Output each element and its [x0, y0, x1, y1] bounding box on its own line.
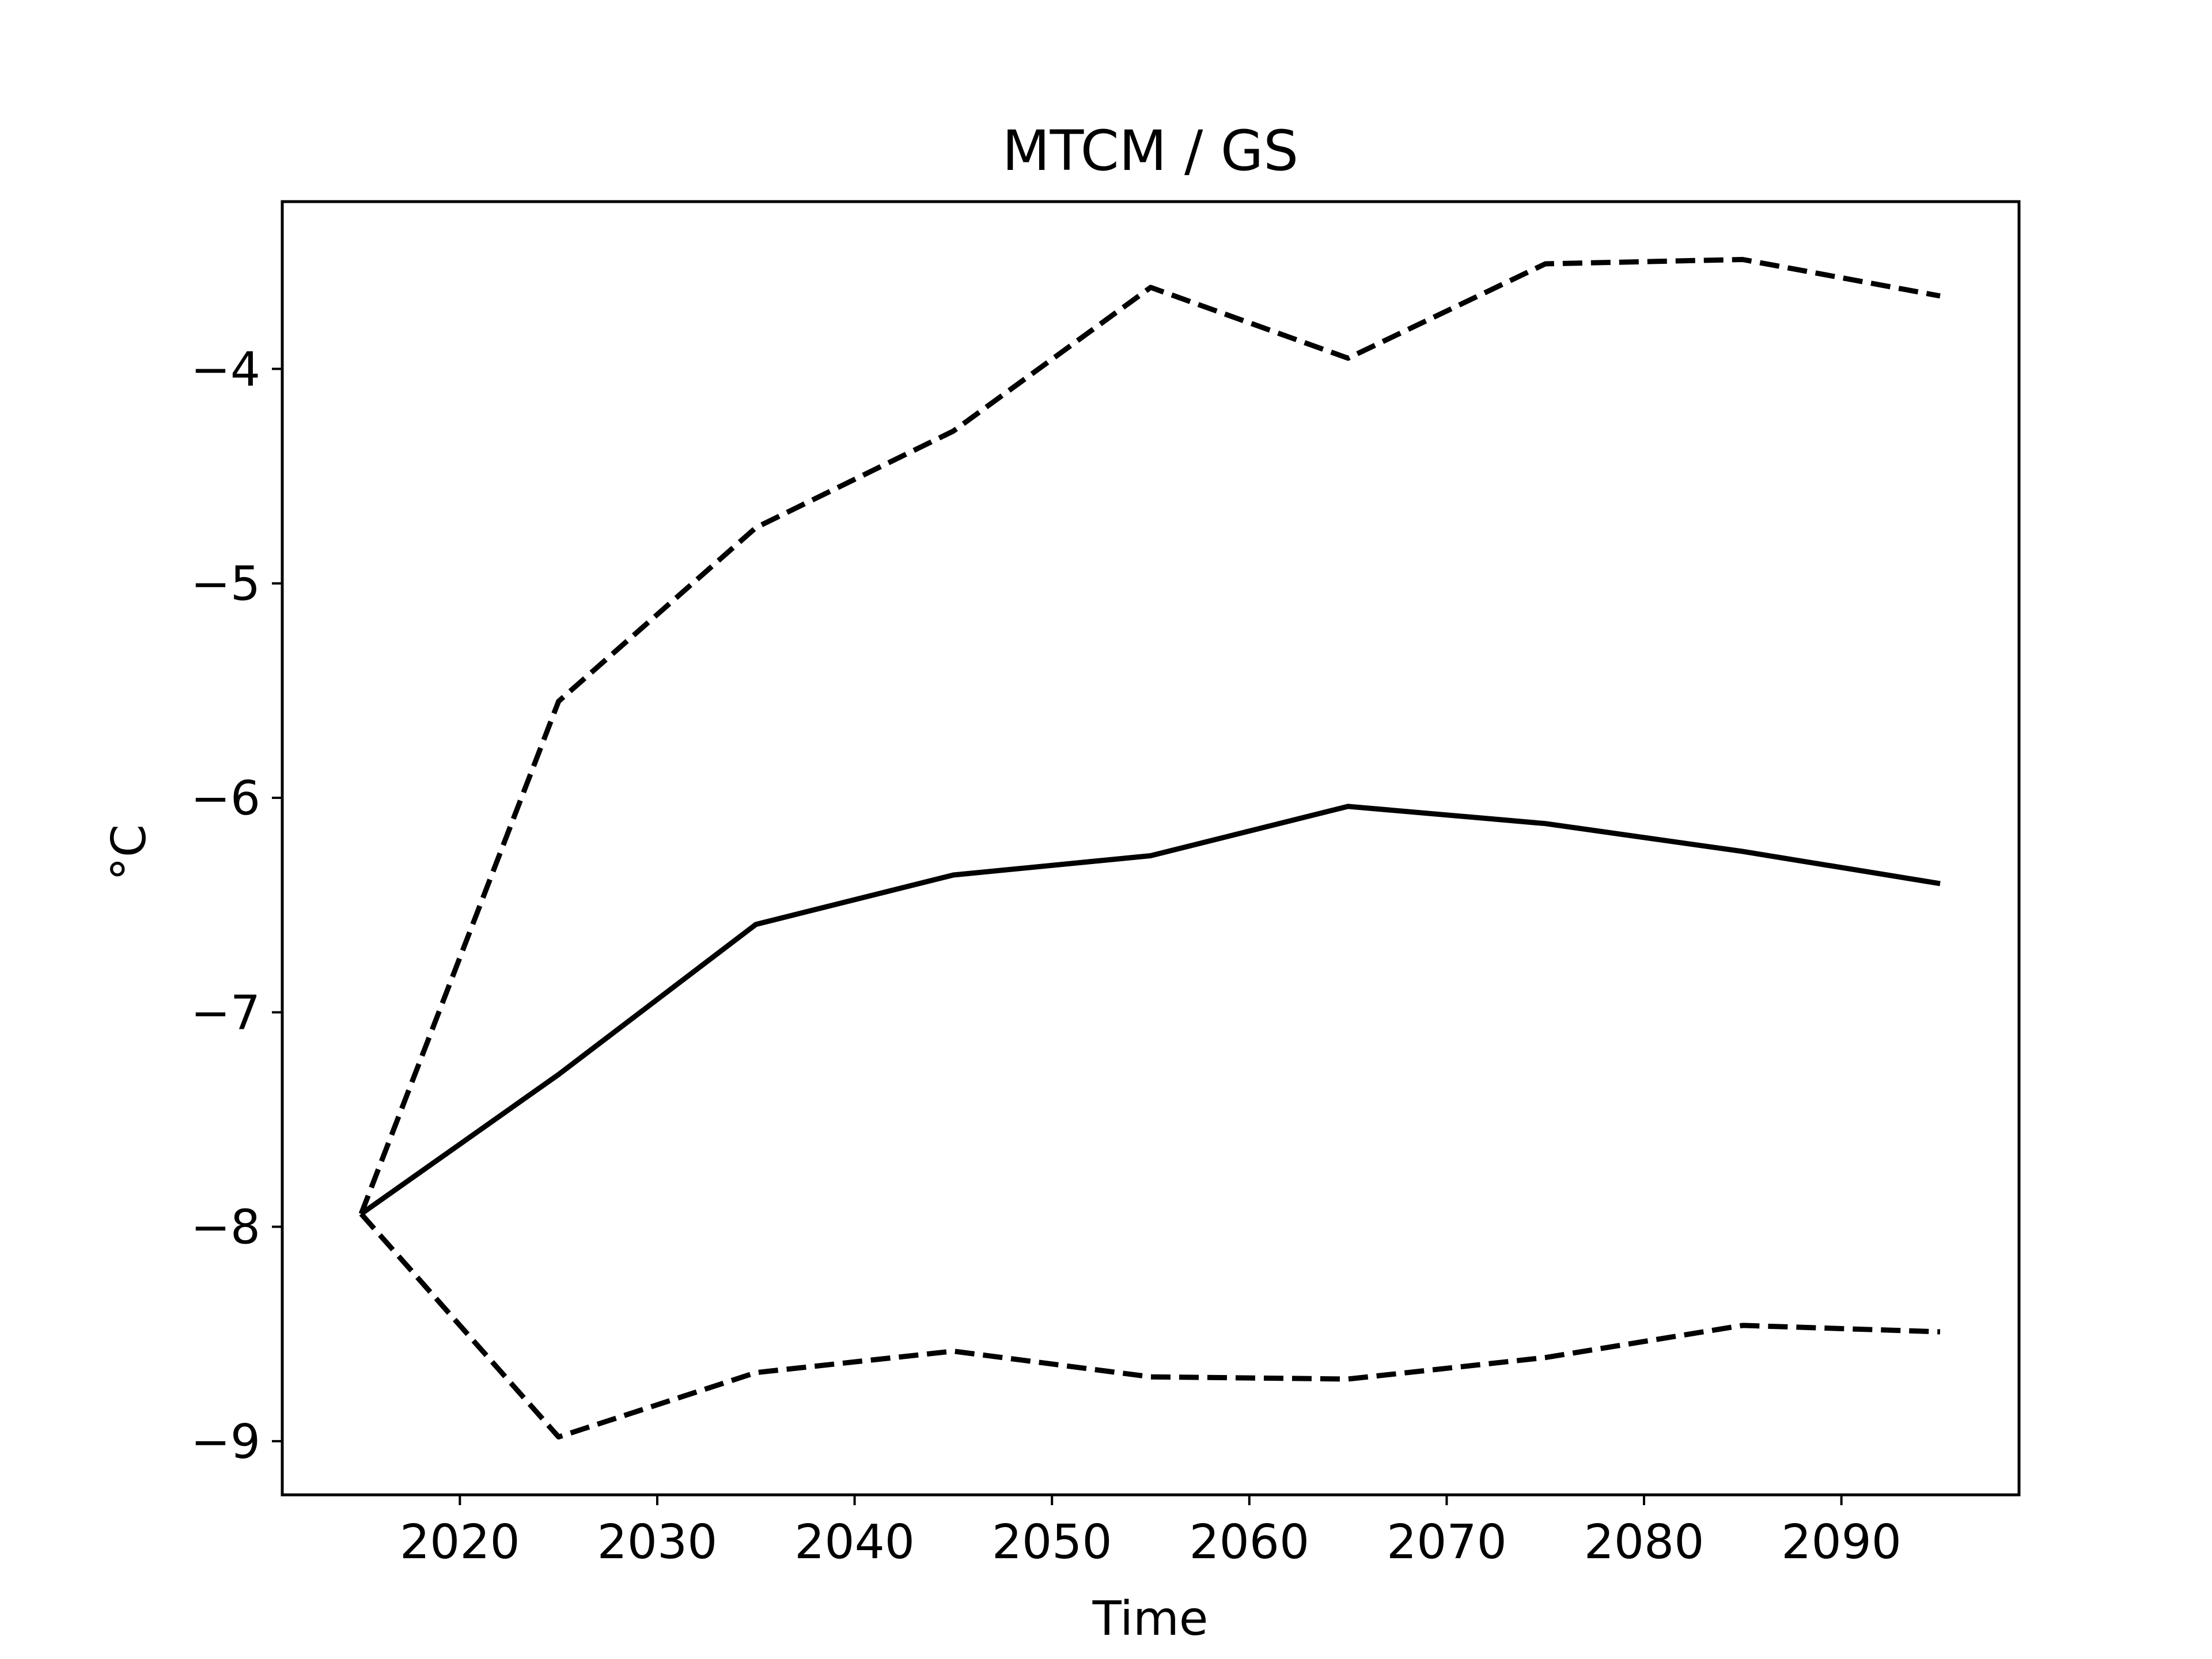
- x-axis: 2020 2030 2040 2050 2060 2070 2080 2090: [400, 1495, 1902, 1570]
- y-tick-label: −6: [191, 771, 260, 826]
- x-tick-label: 2030: [597, 1515, 718, 1570]
- y-axis: −9 −8 −7 −6 −5 −4: [191, 342, 282, 1469]
- y-tick-label: −5: [191, 557, 260, 612]
- x-tick-label: 2040: [794, 1515, 915, 1570]
- x-tick-label: 2020: [400, 1515, 520, 1570]
- y-tick-label: −4: [191, 342, 260, 397]
- series-line-2: [358, 257, 1941, 1215]
- y-axis-label: °C: [102, 824, 157, 881]
- series-line-1: [359, 804, 1941, 1216]
- series-layer: [358, 257, 1941, 1440]
- y-tick-label: −9: [191, 1415, 260, 1469]
- plot-area-frame: [281, 200, 2021, 1497]
- series-line-3: [359, 1212, 1941, 1440]
- x-tick-label: 2080: [1584, 1515, 1705, 1570]
- x-tick-label: 2060: [1189, 1515, 1309, 1570]
- y-tick-label: −7: [191, 986, 260, 1040]
- x-tick-label: 2090: [1781, 1515, 1902, 1570]
- y-tick-label: −8: [191, 1200, 260, 1255]
- x-tick-label: 2070: [1387, 1515, 1507, 1570]
- x-tick-label: 2050: [992, 1515, 1112, 1570]
- x-axis-label: Time: [1092, 1592, 1209, 1646]
- chart-title: MTCM / GS: [1002, 119, 1298, 183]
